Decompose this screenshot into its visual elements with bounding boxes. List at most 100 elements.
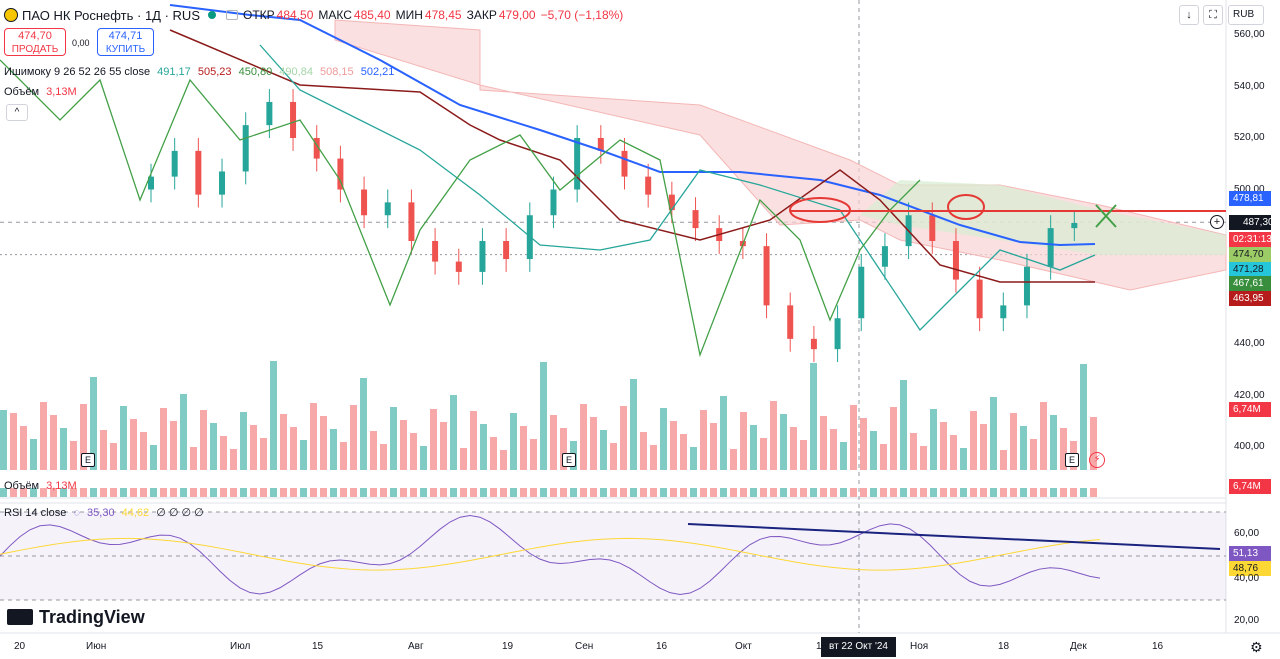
candle: [337, 158, 344, 190]
time-axis-label: 19: [502, 641, 514, 652]
volume-bar: [250, 425, 257, 470]
earnings-event-badge[interactable]: E: [562, 453, 576, 467]
rsi-settings-icon[interactable]: ◌: [73, 507, 80, 519]
volume-bar: [1060, 428, 1067, 470]
volume2-bar: [250, 488, 257, 497]
volume2-bar: [820, 488, 827, 497]
volume-bar: [260, 438, 267, 470]
change-value: −5,70 (−1,18%): [540, 8, 624, 22]
volume-bar: [590, 417, 597, 470]
volume2-bar: [150, 488, 157, 497]
volume2-bar: [890, 488, 897, 497]
volume-bar: [470, 411, 477, 470]
volume-pane-legend[interactable]: Объём 3,13M: [4, 480, 77, 492]
price-axis-label: 540,00: [1234, 81, 1265, 92]
volume2-bar: [530, 488, 537, 497]
download-icon[interactable]: ↓: [1179, 5, 1199, 25]
open-label: ОТКР: [243, 8, 275, 22]
sell-button[interactable]: 474,70 ПРОДАТЬ: [4, 28, 66, 56]
volume-bar: [420, 446, 427, 470]
ichimoku-name: Ишимоку 9 26 52 26 55 close: [4, 66, 151, 78]
volume-bar: [620, 406, 627, 470]
volume2-bar: [590, 488, 597, 497]
rsi-signal-tag: 48,76: [1229, 561, 1271, 576]
volume2-bar: [790, 488, 797, 497]
add-alert-icon[interactable]: +: [1210, 215, 1224, 229]
buy-button[interactable]: 474,71 КУПИТЬ: [97, 28, 154, 56]
volume2-bar: [180, 488, 187, 497]
volume2-bar: [950, 488, 957, 497]
candle: [929, 215, 936, 241]
volume-bar: [20, 426, 27, 470]
annotation-circle: [947, 194, 985, 220]
volume2-bar: [490, 488, 497, 497]
hide-icon[interactable]: [226, 10, 238, 20]
volume2-bar: [360, 488, 367, 497]
candle: [858, 266, 865, 319]
candle: [148, 176, 154, 190]
volume-bar: [390, 407, 397, 470]
volume-bar: [440, 422, 447, 470]
volume2-bar: [1010, 488, 1017, 497]
gear-icon[interactable]: ⚙: [1250, 639, 1263, 655]
rsi-trendline: [687, 523, 1221, 550]
earnings-event-badge[interactable]: E: [1065, 453, 1079, 467]
volume-bar: [370, 431, 377, 470]
lightning-icon[interactable]: ⚡: [1089, 452, 1105, 468]
volume2-bar: [440, 488, 447, 497]
price-axis-label: 520,00: [1234, 132, 1265, 143]
volume2-bar: [10, 488, 17, 497]
low-label: МИН: [395, 8, 423, 22]
candle: [881, 246, 888, 267]
volume-legend[interactable]: Объём 3,13M: [4, 86, 77, 98]
volume2-bar: [710, 488, 717, 497]
time-axis-label: Окт: [735, 641, 752, 652]
fullscreen-icon[interactable]: ⛶: [1203, 5, 1223, 25]
volume2-bar: [980, 488, 987, 497]
volume2-bar: [620, 488, 627, 497]
volume-bar: [220, 436, 227, 470]
candle: [384, 202, 391, 216]
volume-bar: [660, 408, 667, 470]
volume-bar: [790, 427, 797, 470]
volume2-bar: [190, 488, 197, 497]
volume-bar: [80, 404, 87, 470]
symbol-title[interactable]: ПАО НК Роснефть · 1Д · RUS: [22, 7, 200, 23]
candle: [313, 138, 320, 159]
high-value: 485,40: [353, 8, 391, 22]
ichimoku-v2: 505,23: [197, 66, 232, 78]
volume-bar: [300, 440, 307, 470]
volume2-bar: [460, 488, 467, 497]
rsi-name: RSI 14 close: [4, 507, 67, 519]
volume2-bar: [90, 488, 97, 497]
volume-bar: [180, 394, 187, 470]
volume2-bar: [230, 488, 237, 497]
volume2-bar: [570, 488, 577, 497]
volume-bar: [1020, 426, 1027, 470]
volume-bar: [640, 432, 647, 470]
volume-bar: [1040, 402, 1047, 470]
volume2-bar: [600, 488, 607, 497]
volume-bar: [510, 413, 517, 470]
ichimoku-legend[interactable]: Ишимоку 9 26 52 26 55 close 491,17 505,2…: [4, 66, 394, 78]
volume2-bar: [450, 488, 457, 497]
collapse-legend-button[interactable]: ^: [6, 104, 28, 121]
volume-bar: [130, 419, 137, 470]
volume-bar: [270, 361, 277, 470]
volume-bar: [120, 406, 127, 470]
currency-select[interactable]: RUB: [1228, 5, 1264, 25]
candle: [479, 241, 486, 272]
volume2-bar: [340, 488, 347, 497]
rsi-v2: 44,62: [121, 507, 150, 519]
ichimoku-v1: 491,17: [157, 66, 191, 78]
volume-bar: [350, 405, 357, 470]
earnings-event-badge[interactable]: E: [81, 453, 95, 467]
volume2-bar: [300, 488, 307, 497]
low-value: 478,45: [424, 8, 462, 22]
rsi-legend[interactable]: RSI 14 close ◌ 35,30 44,62 ∅ ∅ ∅ ∅: [4, 506, 204, 519]
volume-bar: [480, 424, 487, 470]
candle: [668, 194, 675, 211]
volume-value: 3,13M: [46, 86, 77, 98]
volume2-bar: [500, 488, 507, 497]
